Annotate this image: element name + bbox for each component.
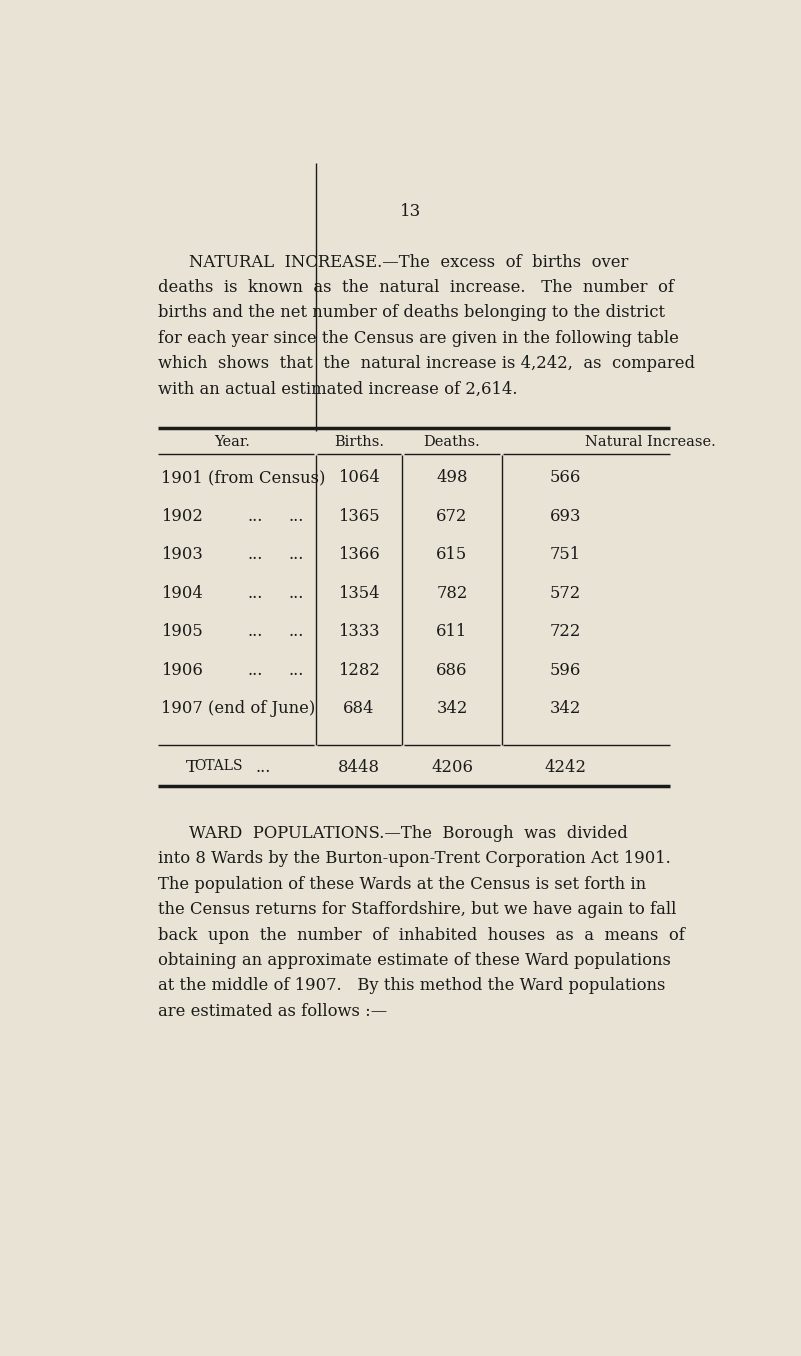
Text: 1354: 1354 — [338, 584, 380, 602]
Text: ...: ... — [256, 759, 271, 776]
Text: ...: ... — [288, 546, 304, 563]
Text: 1366: 1366 — [338, 546, 380, 563]
Text: 1903: 1903 — [161, 546, 203, 563]
Text: 782: 782 — [437, 584, 468, 602]
Text: Natural Increase.: Natural Increase. — [586, 435, 716, 449]
Text: 684: 684 — [343, 700, 375, 717]
Text: 1905: 1905 — [161, 624, 203, 640]
Text: 1365: 1365 — [338, 507, 380, 525]
Text: 672: 672 — [437, 507, 468, 525]
Text: 4206: 4206 — [431, 759, 473, 776]
Text: 1064: 1064 — [338, 469, 380, 487]
Text: 1906: 1906 — [161, 662, 203, 679]
Text: the Census returns for Staffordshire, but we have again to fall: the Census returns for Staffordshire, bu… — [159, 902, 677, 918]
Text: ...: ... — [288, 584, 304, 602]
Text: The population of these Wards at the Census is set forth in: The population of these Wards at the Cen… — [159, 876, 646, 892]
Text: 566: 566 — [549, 469, 581, 487]
Text: Deaths.: Deaths. — [424, 435, 481, 449]
Text: 13: 13 — [400, 203, 421, 220]
Text: ...: ... — [288, 507, 304, 525]
Text: 693: 693 — [549, 507, 581, 525]
Text: 1282: 1282 — [338, 662, 380, 679]
Text: NATURAL  INCREASE.—The  excess  of  births  over: NATURAL INCREASE.—The excess of births o… — [189, 254, 629, 271]
Text: ...: ... — [248, 662, 263, 679]
Text: ...: ... — [288, 662, 304, 679]
Text: OTALS: OTALS — [195, 759, 244, 773]
Text: 342: 342 — [437, 700, 468, 717]
Text: 8448: 8448 — [338, 759, 380, 776]
Text: Births.: Births. — [334, 435, 384, 449]
Text: 722: 722 — [549, 624, 581, 640]
Text: Year.: Year. — [214, 435, 250, 449]
Text: 1901 (from Census): 1901 (from Census) — [161, 469, 326, 487]
Text: which  shows  that  the  natural increase is 4,242,  as  compared: which shows that the natural increase is… — [159, 355, 695, 372]
Text: 1907 (end of June): 1907 (end of June) — [161, 700, 316, 717]
Text: ...: ... — [248, 584, 263, 602]
Text: ...: ... — [288, 624, 304, 640]
Text: 4242: 4242 — [544, 759, 586, 776]
Text: for each year since the Census are given in the following table: for each year since the Census are given… — [159, 330, 679, 347]
Text: 498: 498 — [437, 469, 468, 487]
Text: T: T — [185, 759, 197, 776]
Text: WARD  POPULATIONS.—The  Borough  was  divided: WARD POPULATIONS.—The Borough was divide… — [189, 824, 628, 842]
Text: 611: 611 — [437, 624, 468, 640]
Text: at the middle of 1907.   By this method the Ward populations: at the middle of 1907. By this method th… — [159, 978, 666, 994]
Text: deaths  is  known  as  the  natural  increase.   The  number  of: deaths is known as the natural increase.… — [159, 279, 674, 296]
Text: births and the net number of deaths belonging to the district: births and the net number of deaths belo… — [159, 304, 666, 321]
Text: obtaining an approximate estimate of these Ward populations: obtaining an approximate estimate of the… — [159, 952, 671, 970]
Text: 596: 596 — [549, 662, 581, 679]
Text: 1904: 1904 — [161, 584, 203, 602]
Text: are estimated as follows :—: are estimated as follows :— — [159, 1003, 388, 1020]
Text: back  upon  the  number  of  inhabited  houses  as  a  means  of: back upon the number of inhabited houses… — [159, 926, 685, 944]
Text: 751: 751 — [549, 546, 581, 563]
Text: 1333: 1333 — [338, 624, 380, 640]
Text: with an actual estimated increase of 2,614.: with an actual estimated increase of 2,6… — [159, 381, 517, 397]
Text: ...: ... — [248, 546, 263, 563]
Text: 686: 686 — [437, 662, 468, 679]
Text: 1902: 1902 — [161, 507, 203, 525]
Text: ...: ... — [248, 624, 263, 640]
Text: into 8 Wards by the Burton-upon-Trent Corporation Act 1901.: into 8 Wards by the Burton-upon-Trent Co… — [159, 850, 671, 868]
Text: 342: 342 — [549, 700, 581, 717]
Text: ...: ... — [248, 507, 263, 525]
Text: 615: 615 — [437, 546, 468, 563]
Text: 572: 572 — [549, 584, 581, 602]
